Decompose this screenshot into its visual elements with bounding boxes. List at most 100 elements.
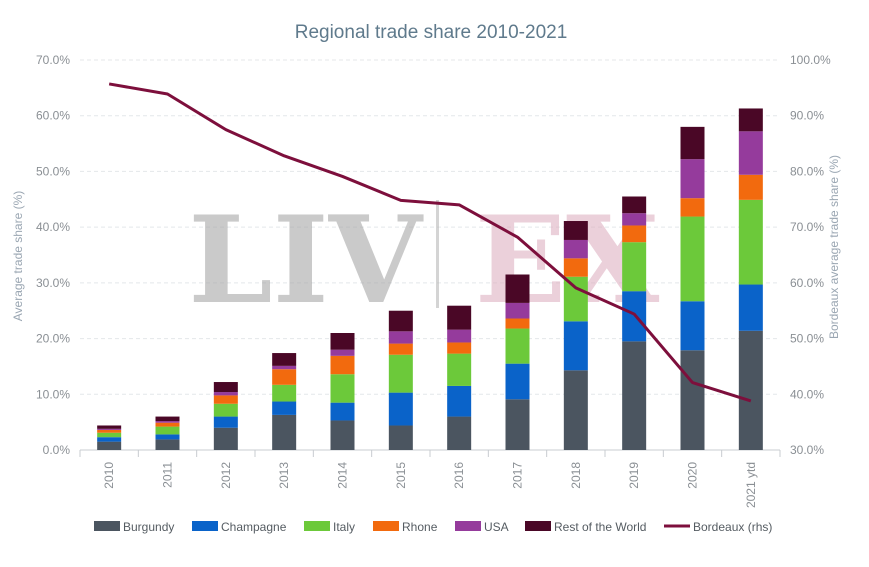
- gridlines: [79, 59, 781, 457]
- legend-swatch: [94, 521, 120, 531]
- bar-segment-italy: [213, 403, 238, 417]
- bordeaux-line: [108, 82, 752, 403]
- bar-segment-italy: [97, 432, 122, 438]
- bar-segment-burgundy: [97, 441, 122, 450]
- left-axis-ticks: 0.0% 10.0% 20.0% 30.0% 40.0% 50.0% 60.0% 70.0%: [36, 53, 70, 457]
- x-tick-label: 2018: [569, 462, 583, 489]
- bar-segment-italy: [738, 199, 763, 285]
- y-tick-label: 10.0%: [36, 387, 70, 401]
- bar-segment-rhone: [505, 318, 530, 329]
- bar-segment-usa: [680, 159, 705, 199]
- bar-segment-rhone: [330, 355, 355, 375]
- bordeaux-line-group: [108, 82, 752, 403]
- bar-segment-rhone: [622, 225, 647, 243]
- bar-segment-rhone: [738, 174, 763, 200]
- x-tick-label: 2019: [627, 462, 641, 489]
- bar-segment-usa: [447, 329, 472, 343]
- bar-segment-rest-of-the-world: [622, 196, 647, 214]
- bar-segment-burgundy: [738, 330, 763, 450]
- x-tick-label: 2020: [686, 462, 700, 489]
- bar-segment-rest-of-the-world: [330, 333, 355, 350]
- bar-segment-italy: [155, 426, 180, 435]
- bar-segment-italy: [388, 354, 413, 393]
- x-tick-label: 2017: [511, 462, 525, 489]
- bar-segment-usa: [155, 421, 180, 423]
- y-tick-label: 30.0%: [36, 276, 70, 290]
- watermark-divider: [436, 200, 439, 308]
- legend-label: Champagne: [221, 520, 287, 534]
- bar-segment-rest-of-the-world: [680, 126, 705, 160]
- y-tick-label: 0.0%: [43, 443, 71, 457]
- bar-segment-usa: [505, 302, 530, 319]
- chart-title: Regional trade share 2010-2021: [295, 22, 568, 43]
- bar-segment-champagne: [563, 321, 588, 371]
- y2-tick-label: 30.0%: [790, 443, 824, 457]
- bar-segment-champagne: [330, 402, 355, 421]
- bar-segment-rest-of-the-world: [563, 221, 588, 240]
- bar-segment-champagne: [155, 434, 180, 440]
- bar-segment-rhone: [272, 369, 297, 385]
- bar-segment-italy: [680, 216, 705, 302]
- bar-segment-burgundy: [563, 370, 588, 450]
- legend-label: Bordeaux (rhs): [693, 520, 772, 534]
- bar-segment-burgundy: [213, 427, 238, 450]
- bar-segment-champagne: [97, 437, 122, 442]
- y-axis-label: Average trade share (%): [11, 191, 25, 322]
- bar-segment-champagne: [738, 284, 763, 331]
- bar-segment-rest-of-the-world: [155, 416, 180, 422]
- bar-segment-rest-of-the-world: [738, 108, 763, 132]
- legend-label: Italy: [333, 520, 355, 534]
- bar-segment-burgundy: [330, 420, 355, 450]
- y2-tick-label: 80.0%: [790, 164, 824, 178]
- bar-segment-usa: [563, 239, 588, 259]
- bar-segment-burgundy: [505, 399, 530, 450]
- legend: Burgundy Champagne Italy Rhone USA Rest of th…: [94, 520, 772, 534]
- legend-swatch: [373, 521, 399, 531]
- bar-segment-rhone: [563, 258, 588, 277]
- bar-segment-usa: [97, 428, 122, 430]
- bar-segment-rhone: [447, 342, 472, 354]
- y2-tick-label: 50.0%: [790, 332, 824, 346]
- y-tick-label: 20.0%: [36, 332, 70, 346]
- x-tick-label: 2016: [452, 462, 466, 489]
- bar-segment-rhone: [388, 343, 413, 355]
- x-tick-label: 2014: [336, 462, 350, 489]
- bar-segment-champagne: [505, 363, 530, 400]
- bar-segment-italy: [272, 384, 297, 402]
- legend-label: Rest of the World: [554, 520, 646, 534]
- bar-segment-rest-of-the-world: [213, 382, 238, 393]
- legend-label: Rhone: [402, 520, 438, 534]
- y2-tick-label: 100.0%: [790, 53, 831, 67]
- watermark: LIV EX: [188, 190, 659, 331]
- y2-tick-label: 90.0%: [790, 109, 824, 123]
- x-axis-ticks: 2010 2011 2012 2013 2014 2015 2016 2017 2018 2019…: [102, 462, 758, 508]
- x-tick-label: 2010: [102, 462, 116, 489]
- bar-segment-rhone: [213, 395, 238, 404]
- bar-segment-rest-of-the-world: [447, 305, 472, 330]
- y-tick-label: 50.0%: [36, 164, 70, 178]
- bar-segment-italy: [563, 276, 588, 322]
- bar-segment-champagne: [447, 385, 472, 417]
- bar-segment-burgundy: [680, 350, 705, 450]
- bar-segment-champagne: [213, 416, 238, 428]
- y2-tick-label: 60.0%: [790, 276, 824, 290]
- bar-segment-italy: [447, 353, 472, 386]
- x-tick-label: 2011: [161, 462, 175, 488]
- y-tick-label: 60.0%: [36, 109, 70, 123]
- bar-segment-usa: [272, 365, 297, 370]
- x-tick-label: 2015: [394, 462, 408, 489]
- bar-segment-champagne: [680, 301, 705, 351]
- bar-segment-usa: [213, 392, 238, 396]
- y2-tick-label: 70.0%: [790, 220, 824, 234]
- bar-segment-burgundy: [272, 414, 297, 450]
- bar-segment-rest-of-the-world: [505, 274, 530, 303]
- bar-segment-italy: [330, 374, 355, 403]
- bar-segment-rest-of-the-world: [388, 310, 413, 332]
- bar-segment-italy: [622, 242, 647, 292]
- y-tick-label: 70.0%: [36, 53, 70, 67]
- bar-segment-rhone: [97, 429, 122, 433]
- bar-segment-usa: [738, 131, 763, 175]
- bar-segment-burgundy: [388, 425, 413, 450]
- y-tick-label: 40.0%: [36, 220, 70, 234]
